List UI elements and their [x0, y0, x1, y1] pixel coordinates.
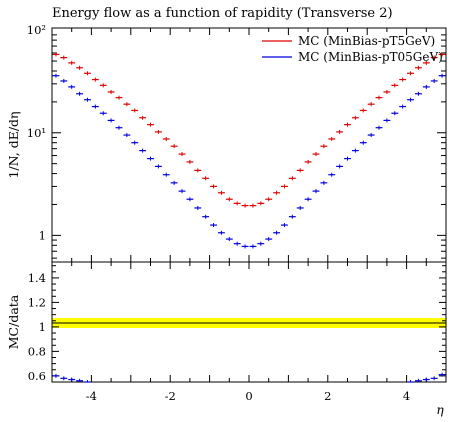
- ratio-y-tick-label: 1: [39, 320, 46, 334]
- y-tick-label: 1: [39, 228, 46, 242]
- ratio-data-points: [52, 372, 446, 383]
- main-axis-ticks: 1 10¹ 10²: [27, 23, 447, 262]
- x-tick-label: -4: [86, 389, 97, 403]
- ratio-y-tick-label: 0.6: [28, 369, 46, 383]
- ratio-plot: -4 -2 0 2 4 0.6 0.8 1 1.2 1.4: [28, 261, 447, 403]
- series-1: [52, 73, 446, 249]
- main-plot: 1 10¹ 10²: [27, 23, 447, 263]
- ratio-y-axis-label: MC/data: [6, 294, 21, 349]
- y-tick-label: 10²: [27, 23, 46, 37]
- x-tick-label: 4: [403, 389, 410, 403]
- x-tick-label: -2: [165, 389, 176, 403]
- legend: MC (MinBias-pT5GeV) MC (MinBias-pT05GeV): [262, 34, 443, 64]
- ratio-y-tick-label: 1.2: [28, 295, 46, 309]
- ratio-series-0: [52, 372, 446, 383]
- y-tick-label: 10¹: [27, 126, 46, 140]
- series-0: [52, 52, 446, 208]
- ratio-y-tick-label: 1.4: [28, 271, 46, 285]
- x-tick-label: 2: [324, 389, 331, 403]
- ratio-y-tick-label: 0.8: [28, 344, 46, 358]
- ratio-axis-ticks: -4 -2 0 2 4 0.6 0.8 1 1.2 1.4: [28, 262, 447, 403]
- legend-label-pt05: MC (MinBias-pT05GeV): [298, 50, 443, 64]
- x-tick-label: 0: [245, 389, 252, 403]
- y-axis-label: 1/N, dE/dη: [6, 111, 21, 178]
- main-data-points: [52, 52, 446, 249]
- x-axis-label: η: [436, 402, 444, 417]
- chart-title: Energy flow as a function of rapidity (T…: [52, 6, 393, 21]
- legend-label-pt5: MC (MinBias-pT5GeV): [298, 34, 435, 48]
